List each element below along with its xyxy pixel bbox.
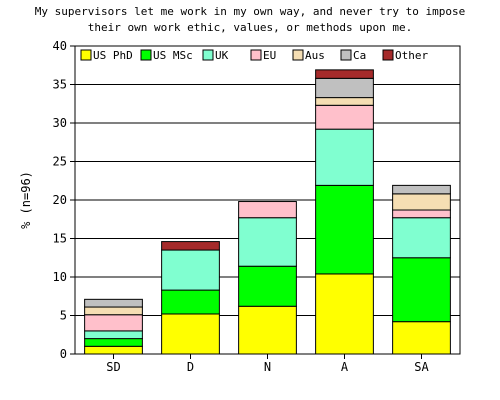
bar-segment-eu [238, 201, 297, 219]
y-tick-label: 35 [53, 78, 67, 92]
bar-segment-us-msc [392, 257, 451, 323]
bar-segment-aus [392, 193, 451, 211]
legend-label: Aus [305, 49, 325, 62]
legend: US PhD US MSc UK EU Aus Ca Other [78, 47, 446, 65]
bar-segment-us-phd [84, 345, 143, 355]
bar-segment-aus [84, 306, 143, 316]
legend-swatch [202, 49, 214, 61]
bar-segment-uk [315, 128, 374, 186]
legend-swatch [292, 49, 304, 61]
legend-swatch [80, 49, 92, 61]
y-tick-label: 15 [53, 232, 67, 246]
bar-segment-other [315, 69, 374, 79]
bar-segment-us-phd [392, 321, 451, 355]
legend-swatch [340, 49, 352, 61]
y-tick-label: 10 [53, 270, 67, 284]
chart-title-line-2: their own work ethic, values, or methods… [87, 21, 413, 34]
chart-title-line-1: My supervisors let me work in my own way… [34, 5, 466, 18]
bar-segment-uk [238, 217, 297, 267]
y-tick-label: 25 [53, 155, 67, 169]
bar-segment-ca [84, 298, 143, 308]
y-tick-label: 0 [60, 347, 67, 361]
bars [84, 69, 451, 355]
x-tick-label: A [341, 360, 349, 374]
legend-swatch [250, 49, 262, 61]
x-tick-label: SD [106, 360, 120, 374]
y-axis-title: % (n=96) [19, 171, 33, 229]
bar-segment-us-phd [315, 273, 374, 355]
bar-segment-us-phd [161, 313, 220, 355]
x-tick-label: D [187, 360, 194, 374]
x-tick-label: N [264, 360, 271, 374]
bar-segment-us-phd [238, 305, 297, 355]
bar-segment-us-msc [161, 289, 220, 315]
x-tick-label: SA [414, 360, 429, 374]
bar-segment-other [161, 241, 220, 251]
bar-segment-us-msc [84, 338, 143, 347]
legend-label: US MSc [153, 49, 193, 62]
y-tick-label: 30 [53, 116, 67, 130]
bar-segment-ca [392, 184, 451, 195]
legend-label: EU [263, 49, 276, 62]
bar-segment-ca [315, 77, 374, 99]
y-tick-label: 40 [53, 39, 67, 53]
bar-segment-uk [392, 217, 451, 259]
plot-frame [74, 45, 461, 355]
legend-swatch [382, 49, 394, 61]
bar-segment-us-msc [315, 184, 374, 275]
bar-segment-us-msc [238, 265, 297, 307]
y-tick-label: 20 [53, 193, 67, 207]
bar-segment-aus [315, 97, 374, 106]
y-tick-label: 5 [60, 309, 67, 323]
bar-segment-uk [84, 330, 143, 340]
axes: 0 5 10 15 20 25 30 35 40 SD D N A SA [53, 39, 461, 374]
legend-label: Other [395, 49, 428, 62]
bar-segment-eu [84, 314, 143, 332]
legend-swatch [140, 49, 152, 61]
bar-segment-eu [315, 104, 374, 130]
legend-label: US PhD [93, 49, 133, 62]
legend-label: UK [215, 49, 229, 62]
bar-segment-uk [161, 249, 220, 291]
legend-background [78, 47, 446, 65]
bar-segment-eu [392, 209, 451, 219]
legend-label: Ca [353, 49, 366, 62]
